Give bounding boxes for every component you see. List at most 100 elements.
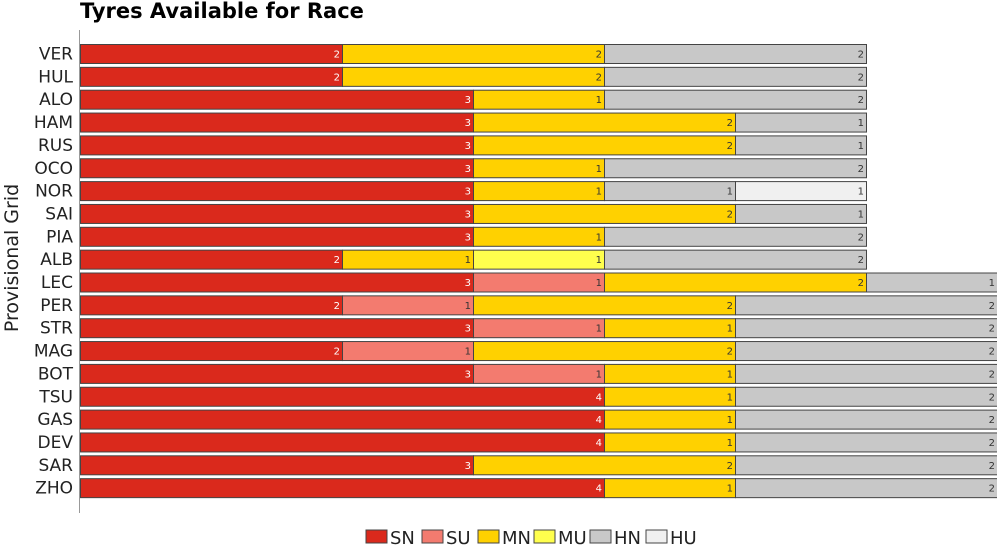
legend-label-mn: MN bbox=[502, 528, 531, 547]
value-label-oco-hn: 2 bbox=[858, 164, 864, 175]
value-label-rus-mn: 2 bbox=[727, 141, 733, 152]
value-label-str-mn: 1 bbox=[727, 324, 733, 335]
bar-per-sn bbox=[80, 295, 343, 316]
bar-str-sn bbox=[80, 318, 474, 339]
value-label-lec-sn: 3 bbox=[465, 278, 471, 289]
tick-label-sar: SAR bbox=[38, 456, 73, 476]
value-label-mag-mn: 2 bbox=[727, 347, 733, 358]
bar-rus-mn bbox=[473, 135, 736, 156]
tick-label-ham: HAM bbox=[34, 113, 73, 133]
bar-zho-mn bbox=[604, 478, 736, 499]
value-label-alb-mu: 1 bbox=[596, 255, 602, 266]
bar-ver-hn bbox=[604, 44, 867, 64]
bar-hul-sn bbox=[80, 66, 343, 87]
value-label-oco-sn: 3 bbox=[465, 164, 471, 175]
bar-rus-sn bbox=[80, 135, 474, 156]
tick-label-hul: HUL bbox=[38, 67, 73, 87]
bar-alo-hn bbox=[604, 89, 867, 110]
bar-alo-mn bbox=[473, 89, 605, 110]
tick-label-zho: ZHO bbox=[35, 479, 73, 499]
bar-mag-hn bbox=[735, 341, 997, 362]
value-label-bot-su: 1 bbox=[596, 369, 602, 380]
bar-dev-sn bbox=[80, 432, 605, 453]
value-label-sar-hn: 2 bbox=[989, 461, 995, 472]
value-label-pia-mn: 1 bbox=[596, 232, 602, 243]
tick-label-mag: MAG bbox=[34, 342, 73, 362]
bar-pia-sn bbox=[80, 226, 474, 247]
chart-title: Tyres Available for Race bbox=[80, 0, 364, 23]
bar-mag-mn bbox=[473, 341, 736, 362]
bar-sai-sn bbox=[80, 203, 474, 224]
legend-label-sn: SN bbox=[390, 528, 415, 547]
value-label-nor-sn: 3 bbox=[465, 187, 471, 198]
bar-tsu-sn bbox=[80, 386, 605, 407]
tick-label-pia: PIA bbox=[46, 227, 73, 247]
value-label-sar-sn: 3 bbox=[465, 461, 471, 472]
tick-label-nor: NOR bbox=[35, 182, 73, 202]
bar-oco-mn bbox=[473, 158, 605, 179]
tick-label-str: STR bbox=[40, 319, 73, 339]
value-label-alb-sn: 2 bbox=[334, 255, 340, 266]
value-label-bot-sn: 3 bbox=[465, 369, 471, 380]
legend-label-su: SU bbox=[446, 528, 471, 547]
value-label-str-hn: 2 bbox=[989, 324, 995, 335]
bar-alb-mu bbox=[473, 249, 605, 270]
value-label-lec-mn: 2 bbox=[858, 278, 864, 289]
value-label-ver-hn: 2 bbox=[858, 50, 864, 61]
legend-swatch-mn bbox=[477, 529, 500, 544]
value-label-ver-mn: 2 bbox=[596, 50, 602, 61]
bars-group: 2 2 2 2 2 2 3 1 2 3 2 1 3 2 1 3 1 2 3 1 1 1 3 2 1 3 1 2 2 1 1 2 3 1 2 1 2 1 2 2… bbox=[80, 44, 997, 499]
value-label-rus-hn: 1 bbox=[858, 141, 864, 152]
bar-ham-mn bbox=[473, 112, 736, 133]
value-label-rus-sn: 3 bbox=[465, 141, 471, 152]
bar-alb-mn bbox=[342, 249, 474, 270]
value-label-oco-mn: 1 bbox=[596, 164, 602, 175]
bar-sar-hn bbox=[735, 455, 997, 476]
value-label-sai-mn: 2 bbox=[727, 209, 733, 220]
value-label-ham-mn: 2 bbox=[727, 118, 733, 129]
tick-label-lec: LEC bbox=[41, 273, 73, 293]
bar-nor-mn bbox=[473, 181, 605, 202]
value-label-bot-mn: 1 bbox=[727, 369, 733, 380]
bar-sar-mn bbox=[473, 455, 736, 476]
value-label-zho-hn: 2 bbox=[989, 484, 995, 495]
bar-str-su bbox=[473, 318, 605, 339]
bar-bot-su bbox=[473, 363, 605, 384]
bar-tsu-hn bbox=[735, 386, 997, 407]
bar-gas-mn bbox=[604, 409, 736, 430]
bar-alb-hn bbox=[604, 249, 867, 270]
bar-nor-sn bbox=[80, 181, 474, 202]
bar-ham-hn bbox=[735, 112, 867, 133]
value-label-hul-mn: 2 bbox=[596, 72, 602, 83]
legend-label-hn: HN bbox=[614, 528, 641, 547]
bar-ver-mn bbox=[342, 44, 605, 64]
value-label-zho-mn: 1 bbox=[727, 484, 733, 495]
value-label-per-sn: 2 bbox=[334, 301, 340, 312]
bar-bot-mn bbox=[604, 363, 736, 384]
value-label-dev-sn: 4 bbox=[596, 438, 602, 449]
bar-lec-hn bbox=[866, 272, 997, 293]
legend-swatch-hn bbox=[589, 529, 612, 544]
bar-lec-sn bbox=[80, 272, 474, 293]
legend-swatch-hu bbox=[645, 529, 668, 544]
bar-per-su bbox=[342, 295, 474, 316]
value-label-alo-hn: 2 bbox=[858, 95, 864, 106]
bar-pia-mn bbox=[473, 226, 605, 247]
value-label-sar-mn: 2 bbox=[727, 461, 733, 472]
value-label-str-sn: 3 bbox=[465, 324, 471, 335]
value-label-dev-hn: 2 bbox=[989, 438, 995, 449]
bar-lec-su bbox=[473, 272, 605, 293]
value-label-mag-hn: 2 bbox=[989, 347, 995, 358]
bar-oco-hn bbox=[604, 158, 867, 179]
tick-label-tsu: TSU bbox=[38, 387, 73, 407]
tick-label-sai: SAI bbox=[45, 204, 73, 224]
value-label-mag-su: 1 bbox=[465, 347, 471, 358]
bar-per-mn bbox=[473, 295, 736, 316]
bar-str-mn bbox=[604, 318, 736, 339]
bar-zho-sn bbox=[80, 478, 605, 499]
value-label-gas-hn: 2 bbox=[989, 415, 995, 426]
bar-bot-hn bbox=[735, 363, 997, 384]
tick-label-ver: VER bbox=[39, 45, 73, 65]
value-label-nor-mn: 1 bbox=[596, 187, 602, 198]
